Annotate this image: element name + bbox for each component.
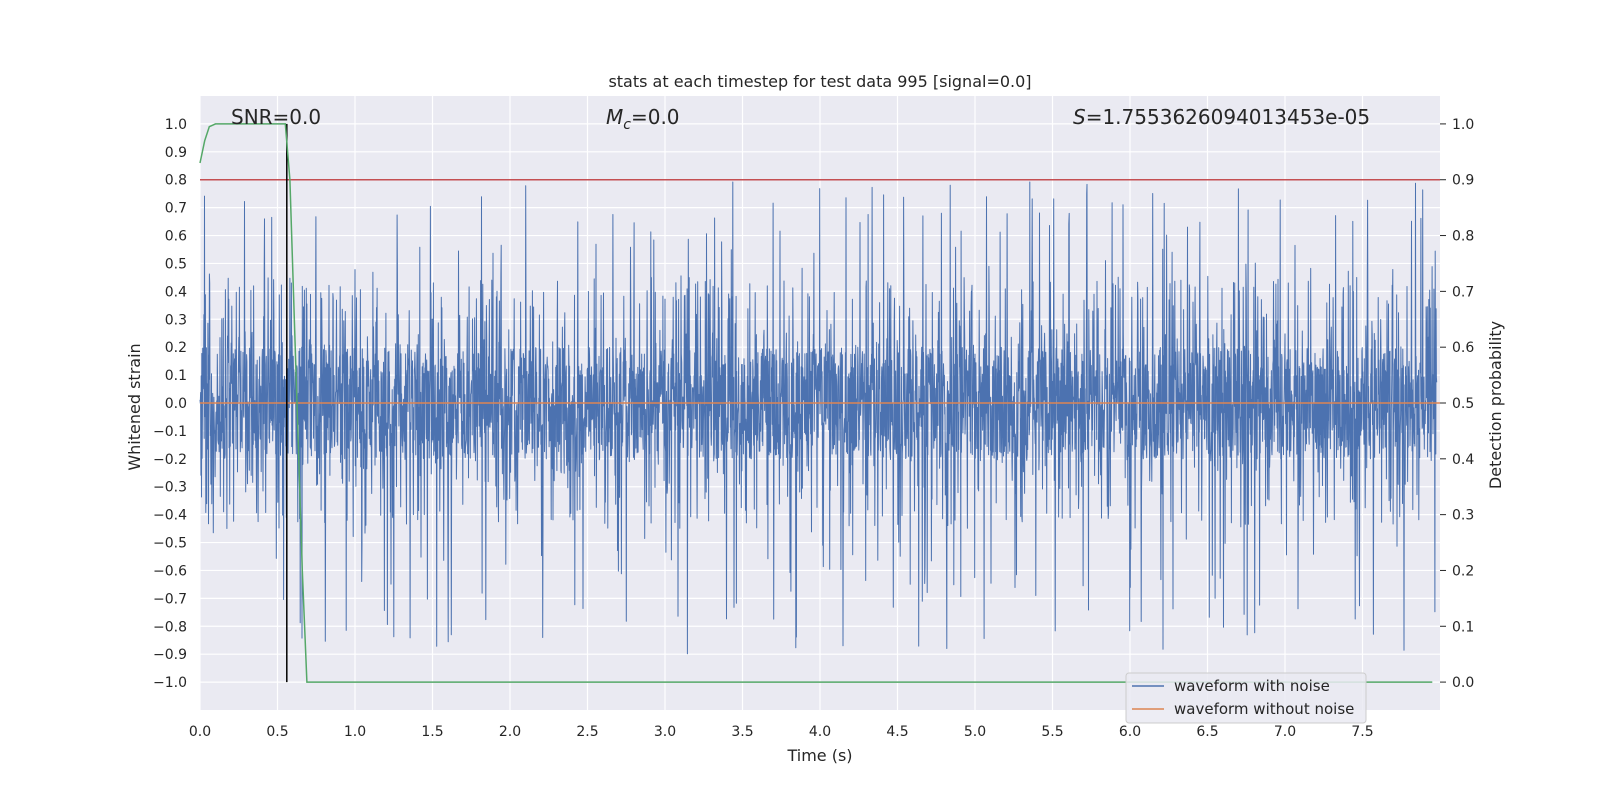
- series-waveform-with-noise: [199, 181, 1438, 655]
- x-tick-label: 0.5: [266, 724, 288, 740]
- y-tick-label: 0.5: [165, 256, 187, 272]
- y-tick-label: 0.6: [165, 229, 187, 245]
- y-axis-label: Whitened strain: [125, 343, 144, 470]
- x-tick-label: 5.5: [1041, 724, 1063, 740]
- x-tick-label: 2.5: [576, 724, 598, 740]
- y-tick-label: −0.8: [153, 619, 187, 635]
- chart-title: stats at each timestep for test data 995…: [608, 72, 1031, 91]
- y2-tick-label: 0.5: [1452, 396, 1474, 412]
- x-tick-label: 3.5: [731, 724, 753, 740]
- x-tick-label: 5.0: [964, 724, 986, 740]
- y-tick-label: 0.0: [165, 396, 187, 412]
- y2-tick-label: 0.7: [1452, 284, 1474, 300]
- chirp-mass-subscript: c: [623, 117, 631, 133]
- y2-tick-label: 0.6: [1452, 340, 1474, 356]
- legend: waveform with noise waveform without noi…: [1125, 672, 1367, 724]
- y-tick-label: −0.4: [153, 508, 187, 524]
- y-tick-label: −1.0: [153, 675, 187, 691]
- x-tick-label: 2.0: [499, 724, 521, 740]
- y2-axis-label: Detection probability: [1486, 321, 1505, 489]
- chirp-mass-annotation: Mc=0.0: [606, 105, 680, 133]
- y-tick-label: 0.7: [165, 201, 187, 217]
- y-tick-label: −0.9: [153, 647, 187, 663]
- x-tick-label: 3.0: [654, 724, 676, 740]
- s-statistic-value: =1.7553626094013453e-05: [1086, 105, 1370, 129]
- y-axis-ticks: 1.0 0.9 0.8 0.7 0.6 0.5 0.4 0.3 0.2 0.1 0.0 −0.1 −0.…: [153, 117, 187, 691]
- x-axis-label: Time (s): [786, 746, 852, 765]
- x-axis-ticks: 0.0 0.5 1.0 1.5 2.0 2.5 3.0 3.5 4.0 4.5 5.0 5.5 6.0 6…: [189, 724, 1374, 740]
- y2-tick-label: 0.9: [1452, 173, 1474, 189]
- y-tick-label: −0.3: [153, 480, 187, 496]
- x-tick-label: 1.5: [421, 724, 443, 740]
- y2-tick-label: 0.1: [1452, 619, 1474, 635]
- y2-tick-label: 1.0: [1452, 117, 1474, 133]
- x-tick-label: 6.0: [1119, 724, 1141, 740]
- x-tick-label: 0.0: [189, 724, 211, 740]
- y-tick-label: 0.2: [165, 340, 187, 356]
- y2-tick-label: 0.0: [1452, 675, 1474, 691]
- y-tick-label: 1.0: [165, 117, 187, 133]
- y2-tick-label: 0.4: [1452, 452, 1474, 468]
- y-tick-label: −0.1: [153, 424, 187, 440]
- y-tick-label: −0.2: [153, 452, 187, 468]
- s-statistic-symbol: S: [1073, 105, 1086, 129]
- x-tick-label: 7.0: [1274, 724, 1296, 740]
- series-detection-probability: [199, 123, 1433, 683]
- y-tick-label: 0.1: [165, 368, 187, 384]
- y2-tick-label: 0.8: [1452, 229, 1474, 245]
- x-tick-label: 1.0: [344, 724, 366, 740]
- y-tick-label: −0.7: [153, 591, 187, 607]
- legend-frame: [1125, 672, 1367, 724]
- x-tick-label: 7.5: [1351, 724, 1373, 740]
- y-tick-label: 0.9: [165, 145, 187, 161]
- y-tick-label: 0.8: [165, 173, 187, 189]
- y-tick-label: 0.4: [165, 284, 187, 300]
- legend-label-waveform-with-noise: waveform with noise: [1174, 677, 1330, 695]
- y-tick-label: 0.3: [165, 312, 187, 328]
- y2-axis-ticks: 1.0 0.9 0.8 0.7 0.6 0.5 0.4 0.3 0.2 0.1 0.0: [1440, 117, 1474, 691]
- y-tick-label: −0.6: [153, 563, 187, 579]
- x-tick-label: 6.5: [1196, 724, 1218, 740]
- x-tick-label: 4.5: [886, 724, 908, 740]
- y2-tick-label: 0.3: [1452, 508, 1474, 524]
- legend-label-waveform-without-noise: waveform without noise: [1174, 700, 1354, 718]
- chirp-mass-value: =0.0: [631, 105, 680, 129]
- y-tick-label: −0.5: [153, 536, 187, 552]
- x-tick-label: 4.0: [809, 724, 831, 740]
- snr-annotation: SNR=0.0: [231, 105, 321, 129]
- series-layer: [199, 123, 1440, 683]
- s-statistic-annotation: S=1.7553626094013453e-05: [1073, 105, 1370, 129]
- y2-tick-label: 0.2: [1452, 563, 1474, 579]
- chirp-mass-symbol: M: [606, 105, 623, 129]
